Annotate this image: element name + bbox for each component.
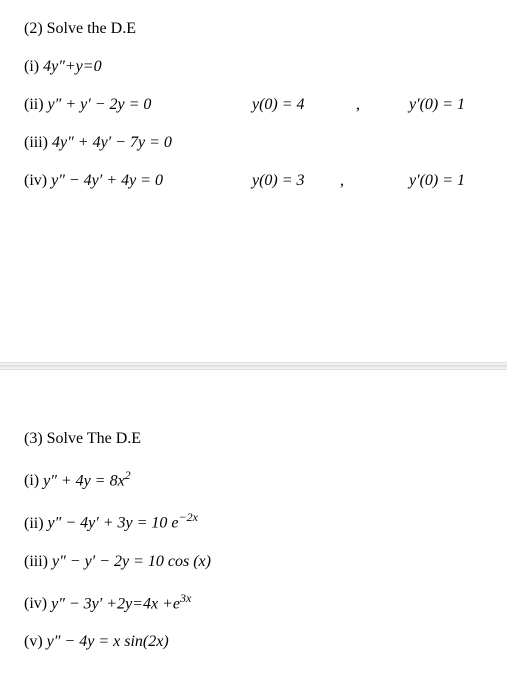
section-divider bbox=[0, 362, 507, 370]
equation-3-i: (i) y″ + 4y = 8x2 bbox=[24, 468, 483, 490]
eq-3-i: y″ + 4y = 8x2 bbox=[43, 468, 131, 490]
equation-2-ii: (ii) y″ + y′ − 2y = 0 y(0) = 4 , y′(0) =… bbox=[24, 96, 483, 114]
eq-3-ii: y″ − 4y′ + 3y = 10 e−2x bbox=[48, 510, 198, 532]
label-3-i: (i) bbox=[24, 472, 39, 490]
label-2-i: (i) bbox=[24, 58, 39, 76]
label-2-iv: (iv) bbox=[24, 172, 47, 190]
eq-3-iii: y″ − y′ − 2y = 10 cos (x) bbox=[52, 553, 211, 571]
eq-3-v: y″ − 4y = x sin(2x) bbox=[47, 633, 169, 651]
equation-3-v: (v) y″ − 4y = x sin(2x) bbox=[24, 633, 483, 651]
problem-3-section: (3) Solve The D.E (i) y″ + 4y = 8x2 (ii)… bbox=[24, 430, 483, 671]
cond2-2-ii: y′(0) = 1 bbox=[409, 96, 465, 114]
equation-2-i: (i) 4y″+y=0 bbox=[24, 58, 483, 76]
eq-2-iii: 4y″ + 4y′ − 7y = 0 bbox=[52, 134, 172, 152]
label-3-iv: (iv) bbox=[24, 595, 47, 613]
cond1-2-iv: y(0) = 3 bbox=[252, 172, 305, 190]
eq-2-iv: y″ − 4y′ + 4y = 0 bbox=[51, 172, 163, 190]
eq-2-i: 4y″+y=0 bbox=[43, 58, 101, 76]
equation-2-iv: (iv) y″ − 4y′ + 4y = 0 y(0) = 3 , y′(0) … bbox=[24, 172, 483, 190]
equation-3-ii: (ii) y″ − 4y′ + 3y = 10 e−2x bbox=[24, 510, 483, 532]
equation-3-iv: (iv) y″ − 3y′ +2y=4x +e3x bbox=[24, 591, 483, 613]
problem-3-heading: (3) Solve The D.E bbox=[24, 430, 483, 448]
cond1-2-ii: y(0) = 4 bbox=[252, 96, 305, 114]
label-2-ii: (ii) bbox=[24, 96, 44, 114]
eq-2-ii: y″ + y′ − 2y = 0 bbox=[48, 96, 152, 114]
label-3-iii: (iii) bbox=[24, 553, 48, 571]
label-3-ii: (ii) bbox=[24, 515, 44, 533]
comma-2-iv: , bbox=[340, 172, 344, 190]
equation-2-iii: (iii) 4y″ + 4y′ − 7y = 0 bbox=[24, 134, 483, 152]
equation-3-iii: (iii) y″ − y′ − 2y = 10 cos (x) bbox=[24, 553, 483, 571]
label-2-iii: (iii) bbox=[24, 134, 48, 152]
comma-2-ii: , bbox=[356, 96, 360, 114]
problem-2-section: (2) Solve the D.E (i) 4y″+y=0 (ii) y″ + … bbox=[24, 20, 483, 190]
label-3-v: (v) bbox=[24, 633, 43, 651]
eq-3-iv: y″ − 3y′ +2y=4x +e3x bbox=[51, 591, 191, 613]
problem-2-heading: (2) Solve the D.E bbox=[24, 20, 483, 38]
cond2-2-iv: y′(0) = 1 bbox=[409, 172, 465, 190]
